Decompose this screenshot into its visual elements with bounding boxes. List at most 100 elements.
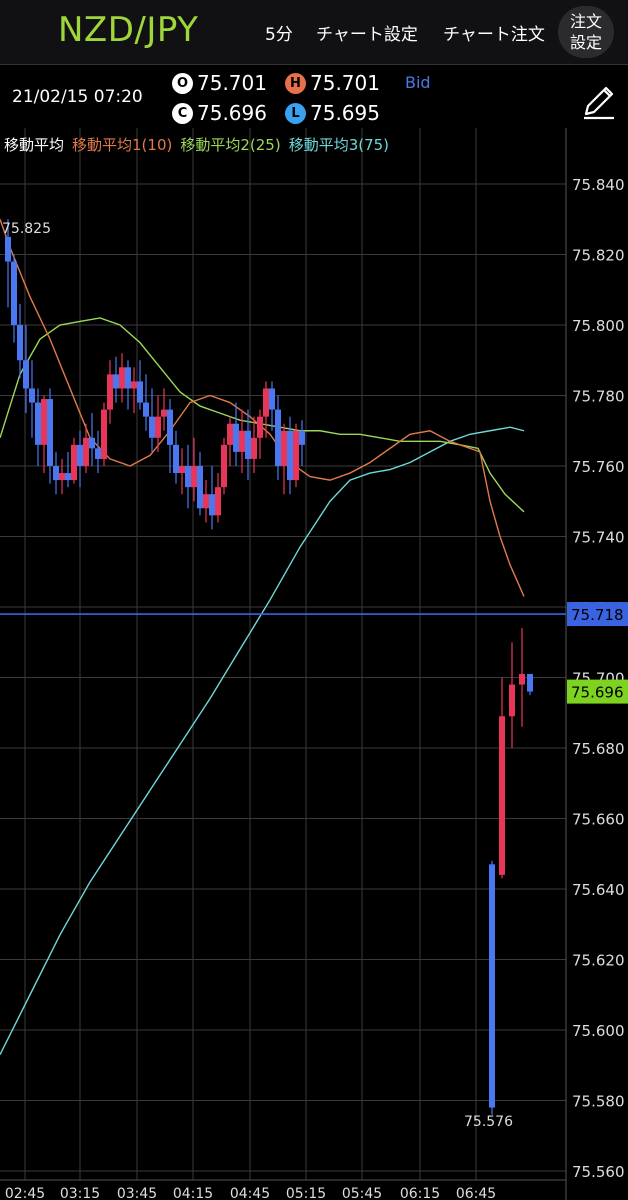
pencil-icon[interactable] [578,82,618,122]
candle-body [161,409,167,417]
y-tick-label: 75.620 [572,952,625,970]
low-annotation: 75.576 [464,1114,513,1130]
x-tick-label: 05:15 [286,1186,326,1200]
high-value: H 75.701 [285,71,380,95]
legend-ma1[interactable]: 移動平均1(10) [72,136,173,154]
candle-body [251,437,257,459]
x-tick-label: 06:45 [456,1186,496,1200]
candle-body [83,437,89,466]
candle-body [287,430,293,481]
y-tick-label: 75.760 [572,458,625,476]
timeframe-button[interactable]: 5分 [265,25,293,45]
bid-price-tag [567,602,628,627]
high-badge-icon: H [285,72,306,94]
candle-body [215,487,221,516]
candle-body [119,367,125,389]
y-tick-label: 75.780 [572,388,625,406]
candle-body [5,236,11,262]
candle-body [59,473,65,481]
candle-body [131,381,137,389]
candle-body [197,466,203,509]
candle-body [23,360,29,389]
candle-body [77,444,83,466]
candle-body [275,409,281,466]
y-tick-label: 75.600 [572,1022,625,1040]
candle-body [179,466,185,474]
candle-body [527,673,533,692]
candle-body [71,444,77,481]
candle-body [113,374,119,389]
candle-body [209,494,215,516]
candle-body [257,416,263,438]
order-settings-label-line1: 注文 [569,12,602,31]
low-value: L 75.695 [285,101,380,125]
high-annotation: 75.825 [2,221,51,237]
candle-body [29,388,35,403]
candle-body [263,388,269,417]
legend-title: 移動平均 [4,136,65,154]
y-tick-label: 75.580 [572,1093,625,1111]
y-tick-label: 75.800 [572,317,625,335]
x-tick-label: 06:15 [400,1186,440,1200]
low-price: 75.695 [310,101,380,125]
y-tick-label: 75.680 [572,740,625,758]
y-tick-label: 75.840 [572,176,625,194]
order-settings-button[interactable]: 注文 設定 [558,6,614,58]
price-type-label[interactable]: Bid [405,73,431,92]
candle-body [489,864,495,1108]
current-price-label: 75.696 [571,684,624,702]
candle-body [239,430,245,452]
candle-body [203,494,209,509]
candle-body [221,444,227,488]
low-badge-icon: L [285,102,306,124]
candle-body [11,261,17,325]
ma3-line [0,426,525,1055]
candle-body [173,444,179,474]
candle-body [89,437,95,449]
candle-body [155,416,161,438]
chart-order-button[interactable]: チャート注文 [443,25,545,45]
open-badge-icon: O [172,72,193,94]
candle-body [519,673,525,685]
price-chart[interactable]: 75.840 75.820 75.800 75.780 75.760 75.740 75.7… [0,128,628,1200]
chart-settings-button[interactable]: チャート設定 [316,25,418,45]
candle-body [143,402,149,417]
x-tick-label: 03:45 [117,1186,157,1200]
candle-body [125,367,131,389]
candle-body [17,325,23,361]
candle-body [47,399,53,466]
candle-body [107,374,113,410]
top-bar: NZD/JPY 5分 チャート設定 チャート注文 注文 設定 [0,0,628,64]
chart-background [0,128,628,1200]
candle-body [95,448,101,459]
candle-datetime: 21/02/15 07:20 [12,87,143,107]
candle-body [101,409,107,459]
candle-body [245,430,251,459]
candle-body [233,423,239,452]
x-tick-label: 05:45 [342,1186,382,1200]
x-tick-label: 03:15 [60,1186,100,1200]
close-value: C 75.696 [172,101,267,125]
candle-body [185,466,191,488]
legend-ma3[interactable]: 移動平均3(75) [288,136,390,154]
y-tick-label: 75.740 [572,529,625,547]
ohlc-info-bar: 21/02/15 07:20 O 75.701 H 75.701 C 75.69… [0,65,628,128]
candle-body [35,402,41,445]
candle-body [167,409,173,445]
x-tick-label: 04:45 [230,1186,270,1200]
high-price: 75.701 [310,71,380,95]
y-tick-label: 75.820 [572,247,625,265]
candle-body [65,473,71,481]
currency-pair-title[interactable]: NZD/JPY [58,10,199,50]
candle-body [509,684,515,717]
candle-body [499,716,505,875]
legend-ma2[interactable]: 移動平均2(25) [180,136,281,154]
x-tick-label: 04:15 [173,1186,213,1200]
close-badge-icon: C [172,102,193,124]
candle-body [281,430,287,466]
candle-body [293,430,299,481]
open-price: 75.701 [197,71,267,95]
candle-body [191,466,197,488]
current-price-tag [567,679,628,704]
y-tick-label: 75.640 [572,881,625,899]
